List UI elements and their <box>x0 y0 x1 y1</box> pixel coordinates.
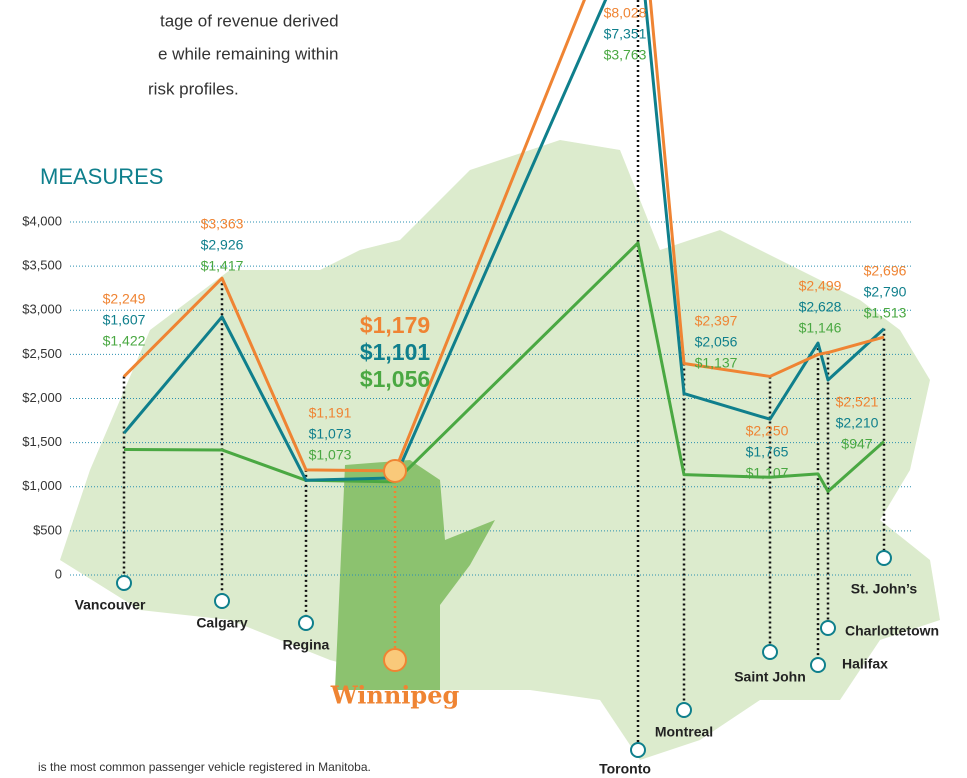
y-tick-label: $3,500 <box>22 258 62 273</box>
value-label: $1,146 <box>799 320 842 336</box>
y-tick-label: $3,000 <box>22 302 62 317</box>
value-label: $1,073 <box>309 426 352 442</box>
y-tick-label: $500 <box>33 522 62 537</box>
value-label: $2,210 <box>836 415 879 431</box>
series-line <box>122 0 886 482</box>
value-label: $3,763 <box>604 47 647 63</box>
value-label: $1,107 <box>746 465 789 481</box>
section-title: MEASURES <box>40 164 163 189</box>
y-tick-label: $2,500 <box>22 346 62 361</box>
value-label: $2,926 <box>201 237 244 253</box>
city-marker <box>383 648 407 672</box>
intro-line: tage of revenue derived <box>160 11 339 30</box>
city-label: Halifax <box>842 656 888 672</box>
value-label: $2,397 <box>695 313 738 329</box>
city-label: St. John’s <box>851 581 918 597</box>
value-label: $2,521 <box>836 394 879 410</box>
city-marker <box>214 593 230 609</box>
city-marker <box>762 644 778 660</box>
city-marker <box>630 742 646 758</box>
city-marker <box>820 620 836 636</box>
value-label: $2,250 <box>746 423 789 439</box>
value-label: $1,073 <box>309 447 352 463</box>
footnote: is the most common passenger vehicle reg… <box>38 760 371 774</box>
value-label: $1,765 <box>746 444 789 460</box>
intro-line: risk profiles. <box>148 79 239 98</box>
value-label: $1,513 <box>864 305 907 321</box>
value-label: $2,696 <box>864 263 907 279</box>
value-label: $1,179 <box>360 312 430 338</box>
value-label: $8,028 <box>604 5 647 21</box>
value-label: $1,056 <box>360 366 430 392</box>
value-label: $3,363 <box>201 216 244 232</box>
city-label: Charlottetown <box>845 623 939 639</box>
city-marker <box>383 458 407 483</box>
value-label: $1,607 <box>103 312 146 328</box>
value-label: $1,417 <box>201 258 244 274</box>
city-marker <box>810 657 826 673</box>
value-label: $1,422 <box>103 333 146 349</box>
y-tick-label: $1,000 <box>22 478 62 493</box>
value-label: $2,056 <box>695 334 738 350</box>
city-marker <box>676 702 692 718</box>
value-label: $2,628 <box>799 299 842 315</box>
value-label: $1,101 <box>360 339 431 365</box>
city-label: Montreal <box>655 724 713 740</box>
series-line <box>122 0 885 473</box>
value-label: $2,499 <box>799 278 842 294</box>
value-label: $1,137 <box>695 355 738 371</box>
city-label: Winnipeg <box>330 681 460 710</box>
series-line <box>123 241 885 493</box>
city-label: Regina <box>283 637 330 653</box>
intro-line: e while remaining within <box>158 44 338 63</box>
city-label: Vancouver <box>75 597 146 613</box>
y-tick-label: $1,500 <box>22 434 62 449</box>
value-label: $947 <box>841 436 872 452</box>
city-label: Calgary <box>196 615 248 631</box>
value-label: $1,191 <box>309 405 352 421</box>
city-label: Saint John <box>734 669 806 685</box>
city-marker <box>298 615 314 631</box>
value-label: $2,249 <box>103 291 146 307</box>
city-marker <box>876 550 892 566</box>
value-label: $7,351 <box>604 26 647 42</box>
y-tick-label: 0 <box>55 566 62 581</box>
map-canada <box>60 140 940 760</box>
value-label: $2,790 <box>864 284 907 300</box>
city-marker <box>116 575 132 591</box>
y-tick-label: $2,000 <box>22 390 62 405</box>
y-tick-label: $4,000 <box>22 213 62 228</box>
city-label: Toronto <box>599 761 651 777</box>
